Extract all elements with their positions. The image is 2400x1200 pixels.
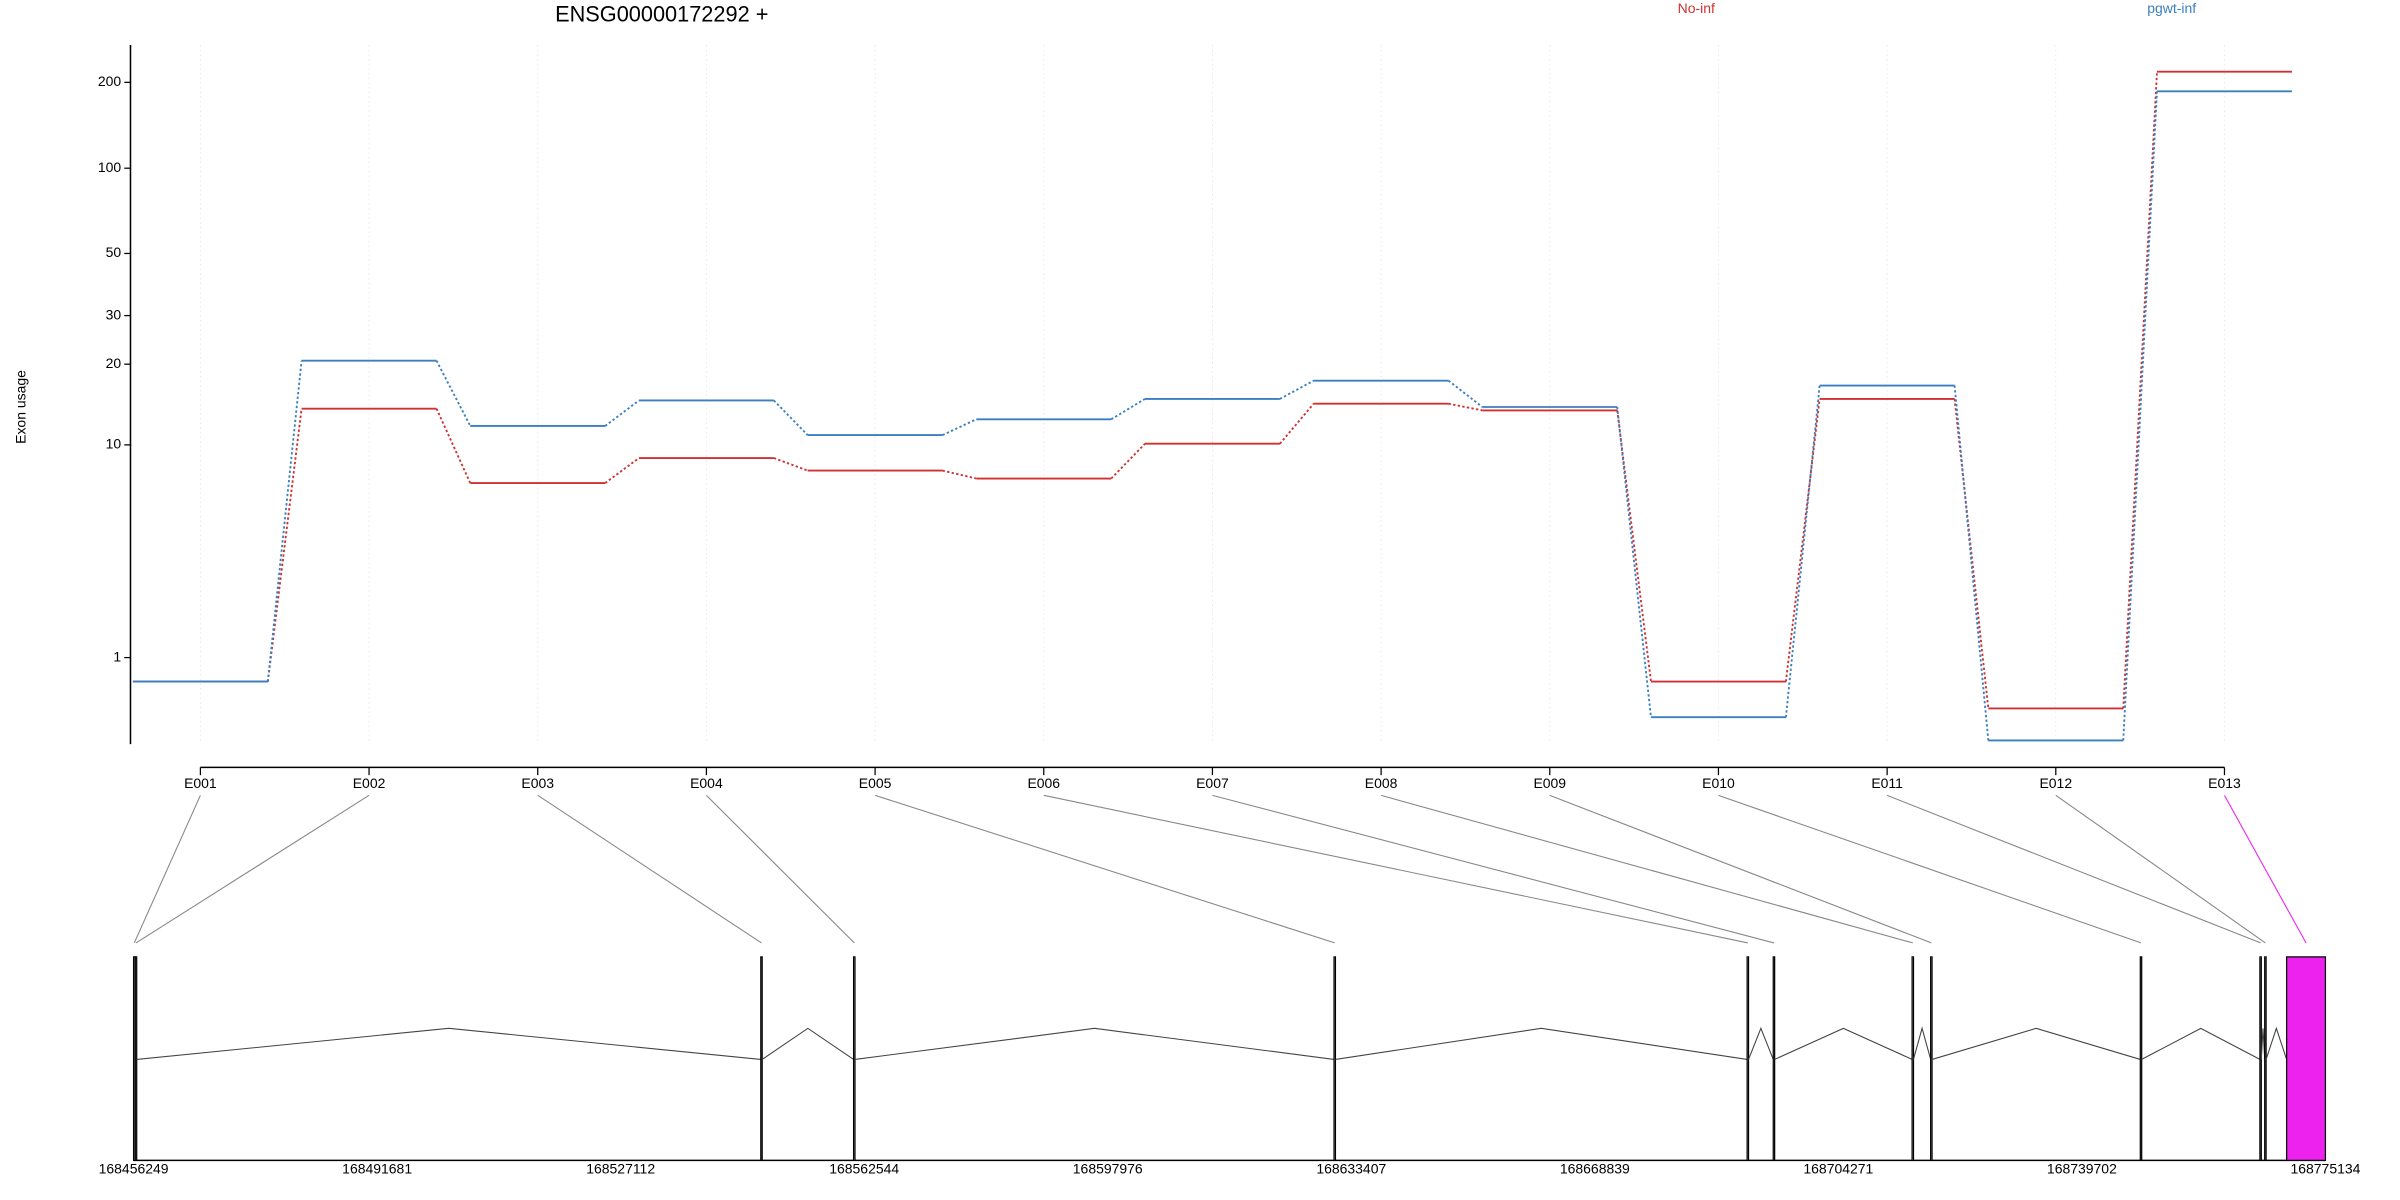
intron <box>2141 1027 2261 1060</box>
genome-tick-label: 168562544 <box>829 1160 899 1176</box>
intron <box>1335 1027 1748 1060</box>
connector <box>1279 403 1315 445</box>
genome-tick-label: 168704271 <box>1803 1160 1873 1176</box>
connector <box>773 399 809 436</box>
x-tick-label: E007 <box>1196 775 1229 791</box>
connector <box>266 360 303 682</box>
intron <box>1774 1027 1913 1060</box>
y-tick-label: 1 <box>113 648 121 664</box>
intron <box>2265 1026 2288 1060</box>
genome-tick-label: 168527112 <box>586 1160 655 1176</box>
connector <box>1616 410 1652 682</box>
x-tick-label: E013 <box>2208 775 2241 791</box>
x-tick-label: E003 <box>521 775 554 791</box>
intron <box>1748 1026 1774 1060</box>
connector <box>1953 385 1990 741</box>
y-tick-label: 30 <box>106 306 122 322</box>
connector <box>266 408 303 682</box>
exon <box>852 956 856 1162</box>
y-tick-label: 10 <box>106 436 122 452</box>
exon-link <box>1549 794 1932 944</box>
intron <box>761 1027 854 1060</box>
exon-link <box>1212 794 1775 944</box>
genome-tick-label: 168775134 <box>2290 1160 2360 1176</box>
x-tick-label: E006 <box>1027 775 1060 791</box>
genome-tick-label: 168456249 <box>99 1160 169 1176</box>
y-tick-label: 50 <box>106 244 122 260</box>
intron <box>854 1027 1335 1060</box>
connector <box>435 360 472 427</box>
y-tick-label: 200 <box>98 73 122 89</box>
connector <box>2122 71 2158 709</box>
connector <box>2122 91 2158 741</box>
exon-link <box>135 794 370 944</box>
legend-entry: No-inf <box>1678 0 1715 16</box>
exon <box>760 956 763 1162</box>
exon-link <box>133 795 201 944</box>
exon-link <box>2055 794 2266 944</box>
connector <box>1448 402 1483 412</box>
connector <box>1110 398 1146 421</box>
x-tick-label: E002 <box>353 775 386 791</box>
y-tick-label: 100 <box>98 159 122 175</box>
intron <box>136 1027 761 1060</box>
genome-tick-label: 168668839 <box>1560 1160 1630 1176</box>
connector <box>773 457 808 472</box>
exon-link <box>1718 794 2142 944</box>
connector <box>435 408 472 484</box>
connector <box>942 469 977 480</box>
x-tick-label: E009 <box>1533 775 1566 791</box>
exon <box>1930 956 1933 1162</box>
x-tick-label: E005 <box>859 775 892 791</box>
intron <box>1912 1026 1932 1060</box>
genome-tick-label: 168633407 <box>1316 1160 1386 1176</box>
y-axis-label: Exon usage <box>12 370 28 444</box>
x-tick-label: E001 <box>184 775 217 791</box>
genome-tick-label: 168597976 <box>1073 1160 1143 1176</box>
connector <box>604 457 640 484</box>
connector <box>1447 379 1483 408</box>
legend-entry: pgwt-inf <box>2147 0 2196 16</box>
x-tick-label: E004 <box>690 775 723 791</box>
y-tick-label: 20 <box>106 355 122 371</box>
exon <box>1772 956 1776 1162</box>
exon <box>2139 956 2143 1162</box>
exon <box>1333 956 1337 1162</box>
exon-link <box>537 794 762 944</box>
connector <box>1616 406 1652 718</box>
connector <box>1110 443 1146 480</box>
exon <box>2285 956 2327 1162</box>
exon-link <box>1886 794 2261 944</box>
x-tick-label: E012 <box>2039 775 2072 791</box>
x-tick-label: E010 <box>1702 775 1735 791</box>
x-tick-label: E008 <box>1365 775 1398 791</box>
genome-tick-label: 168739702 <box>2047 1160 2117 1176</box>
x-tick-label: E011 <box>1871 775 1903 791</box>
connector <box>942 418 977 436</box>
exon-link <box>1380 794 1913 944</box>
intron <box>1931 1027 2141 1060</box>
chart-title: ENSG00000172292 + <box>555 1 768 26</box>
exon <box>134 956 138 1162</box>
genome-tick-label: 168491681 <box>342 1160 412 1176</box>
connector <box>604 399 640 427</box>
connector <box>1279 379 1315 400</box>
exon-link <box>2223 795 2307 944</box>
exon-link <box>874 794 1335 944</box>
connector <box>1784 398 1821 682</box>
exon-link <box>706 794 855 944</box>
exon-link <box>1043 794 1748 944</box>
